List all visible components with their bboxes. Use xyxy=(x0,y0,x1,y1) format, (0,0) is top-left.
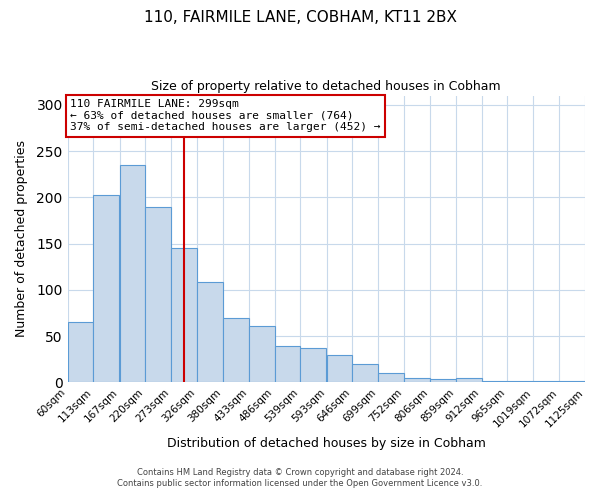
Bar xyxy=(119,165,145,382)
Bar xyxy=(456,378,482,382)
Bar xyxy=(197,282,223,382)
Bar xyxy=(378,373,404,382)
Bar xyxy=(326,354,352,382)
Bar xyxy=(223,318,249,382)
Title: Size of property relative to detached houses in Cobham: Size of property relative to detached ho… xyxy=(151,80,501,93)
Bar xyxy=(171,248,197,382)
Bar xyxy=(430,380,456,382)
Bar xyxy=(275,346,300,383)
Bar xyxy=(68,322,94,382)
Bar xyxy=(249,326,275,382)
Bar xyxy=(300,348,326,382)
Text: Contains HM Land Registry data © Crown copyright and database right 2024.
Contai: Contains HM Land Registry data © Crown c… xyxy=(118,468,482,487)
Bar xyxy=(404,378,430,382)
Bar xyxy=(352,364,378,382)
Bar xyxy=(94,196,119,382)
Bar xyxy=(145,206,171,382)
Y-axis label: Number of detached properties: Number of detached properties xyxy=(15,140,28,338)
X-axis label: Distribution of detached houses by size in Cobham: Distribution of detached houses by size … xyxy=(167,437,486,450)
Text: 110 FAIRMILE LANE: 299sqm
← 63% of detached houses are smaller (764)
37% of semi: 110 FAIRMILE LANE: 299sqm ← 63% of detac… xyxy=(70,100,380,132)
Text: 110, FAIRMILE LANE, COBHAM, KT11 2BX: 110, FAIRMILE LANE, COBHAM, KT11 2BX xyxy=(143,10,457,25)
